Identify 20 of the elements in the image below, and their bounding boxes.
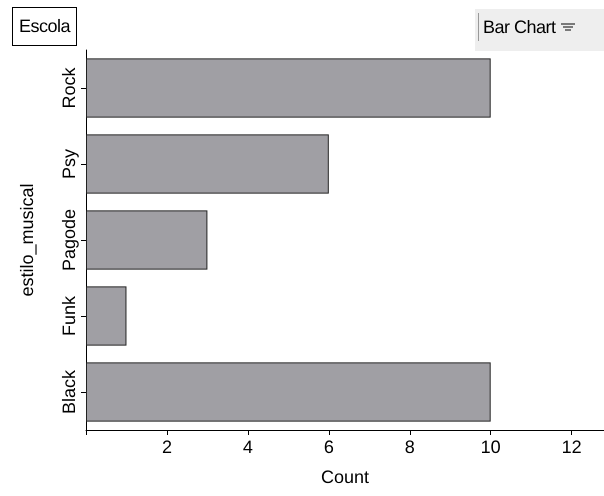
bar: [86, 210, 208, 270]
y-tick-label: Funk: [59, 295, 79, 336]
x-tick-label: 8: [404, 437, 415, 457]
y-axis-title: estilo_musical: [17, 183, 37, 297]
bar: [86, 286, 126, 346]
text: Bar Chart: [483, 16, 556, 39]
x-tick-label: 6: [324, 437, 334, 457]
y-tick-label: Rock: [59, 66, 79, 109]
y-tick-label: Psy: [59, 148, 79, 180]
x-tick-label: 10: [480, 437, 501, 457]
x-tick-label: 2: [162, 437, 172, 457]
x-tick-label: 4: [242, 437, 253, 457]
x-axis-title: Count: [320, 467, 370, 487]
chart-title: Escola: [12, 7, 78, 46]
bar: [86, 362, 491, 422]
bar: [86, 58, 491, 118]
bar: [86, 134, 329, 194]
x-tick-label: 12: [562, 437, 582, 457]
y-tick-label: Pagode: [59, 208, 79, 272]
y-tick-label: Black: [59, 368, 79, 414]
